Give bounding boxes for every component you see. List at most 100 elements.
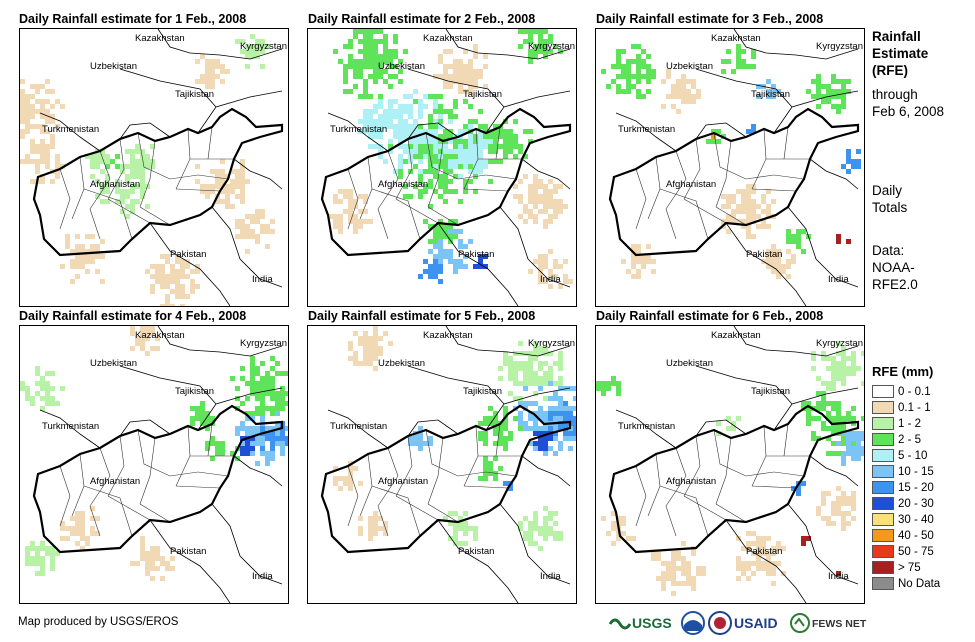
rainfall-cell (636, 59, 641, 64)
rainfall-cell (543, 254, 548, 259)
rainfall-cell (260, 209, 265, 214)
rainfall-cell (443, 64, 448, 69)
rainfall-cell (806, 411, 811, 416)
rainfall-cell (458, 521, 463, 526)
rainfall-cell (518, 194, 523, 199)
rainfall-cell (25, 99, 30, 104)
rainfall-cell (250, 441, 255, 446)
rainfall-cell (180, 294, 185, 299)
rainfall-cell (210, 64, 215, 69)
rainfall-cell (468, 144, 473, 149)
rainfall-cell (205, 59, 210, 64)
panel-title-6: Daily Rainfall estimate for 6 Feb., 2008 (596, 309, 824, 323)
rainfall-cell (746, 199, 751, 204)
rainfall-cell (40, 149, 45, 154)
rainfall-cell (393, 49, 398, 54)
rainfall-cell (463, 124, 468, 129)
rainfall-cell (285, 441, 288, 446)
rainfall-cell (205, 84, 210, 89)
rainfall-cell (726, 219, 731, 224)
rainfall-cell (503, 149, 508, 154)
rainfall-cell (841, 89, 846, 94)
legend-swatch (872, 401, 894, 415)
rainfall-cell (255, 396, 260, 401)
rainfall-cell (388, 64, 393, 69)
rainfall-cell (836, 361, 841, 366)
rainfall-cell (831, 521, 836, 526)
country-border (197, 90, 283, 134)
panel-title-2: Daily Rainfall estimate for 2 Feb., 2008 (308, 12, 536, 26)
rainfall-cell (478, 139, 483, 144)
rainfall-cell (751, 199, 756, 204)
rainfall-cell (548, 416, 553, 421)
rainfall-cell (85, 154, 90, 159)
rainfall-cell (423, 104, 428, 109)
rainfall-cell (851, 366, 856, 371)
rainfall-cell (378, 119, 383, 124)
rainfall-cell (80, 521, 85, 526)
rainfall-cell (528, 541, 533, 546)
rainfall-cell (616, 536, 621, 541)
rainfall-cell (746, 64, 751, 69)
rainfall-cell (851, 446, 856, 451)
rainfall-cell (388, 54, 393, 59)
rainfall-cell (333, 194, 338, 199)
rainfall-cell (280, 371, 285, 376)
rainfall-cell (408, 114, 413, 119)
rainfall-cell (558, 204, 563, 209)
rainfall-cell (478, 74, 483, 79)
rainfall-cell (50, 104, 55, 109)
rainfall-cell (528, 381, 533, 386)
rainfall-cell (398, 164, 403, 169)
rainfall-cell (140, 159, 145, 164)
rainfall-cell (358, 526, 363, 531)
rainfall-cell (498, 134, 503, 139)
rainfall-cell (751, 129, 756, 134)
country-label: Kazakhstan (423, 330, 473, 341)
rainfall-cell (488, 461, 493, 466)
rainfall-cell (175, 259, 180, 264)
rainfall-cell (493, 124, 498, 129)
rainfall-cell (741, 64, 746, 69)
rainfall-cell (661, 571, 666, 576)
rainfall-cell (265, 391, 270, 396)
rainfall-cell (418, 114, 423, 119)
rainfall-cell (791, 254, 796, 259)
rainfall-cell (796, 486, 801, 491)
rainfall-cell (428, 164, 433, 169)
rainfall-cell (626, 69, 631, 74)
rainfall-cell (538, 526, 543, 531)
country-label: Kyrgyzstan (528, 338, 575, 349)
rainfall-cell (428, 119, 433, 124)
rainfall-cell (378, 124, 383, 129)
rainfall-cell (533, 54, 538, 59)
rainfall-cell (448, 154, 453, 159)
rainfall-cell (130, 164, 135, 169)
rainfall-cell (503, 436, 508, 441)
rainfall-cell (438, 154, 443, 159)
rainfall-cell (90, 516, 95, 521)
rainfall-cell (473, 144, 478, 149)
rainfall-cell (846, 366, 851, 371)
rainfall-cell (383, 531, 388, 536)
rainfall-cell (70, 264, 75, 269)
rainfall-cell (398, 119, 403, 124)
rainfall-cell (260, 426, 265, 431)
rainfall-cell (378, 526, 383, 531)
rainfall-cell (846, 451, 851, 456)
rainfall-cell (821, 99, 826, 104)
rainfall-cell (260, 441, 265, 446)
rainfall-cell (448, 521, 453, 526)
rainfall-cell (861, 351, 864, 356)
rainfall-cell (686, 99, 691, 104)
rainfall-cell (100, 239, 105, 244)
rainfall-cell (488, 139, 493, 144)
rainfall-cell (453, 541, 458, 546)
rainfall-cell (255, 426, 260, 431)
rainfall-cell (616, 54, 621, 59)
rainfall-cell (373, 109, 378, 114)
rainfall-cell (631, 254, 636, 259)
rainfall-cell (393, 64, 398, 69)
rainfall-cell (483, 144, 488, 149)
rainfall-cell (160, 264, 165, 269)
